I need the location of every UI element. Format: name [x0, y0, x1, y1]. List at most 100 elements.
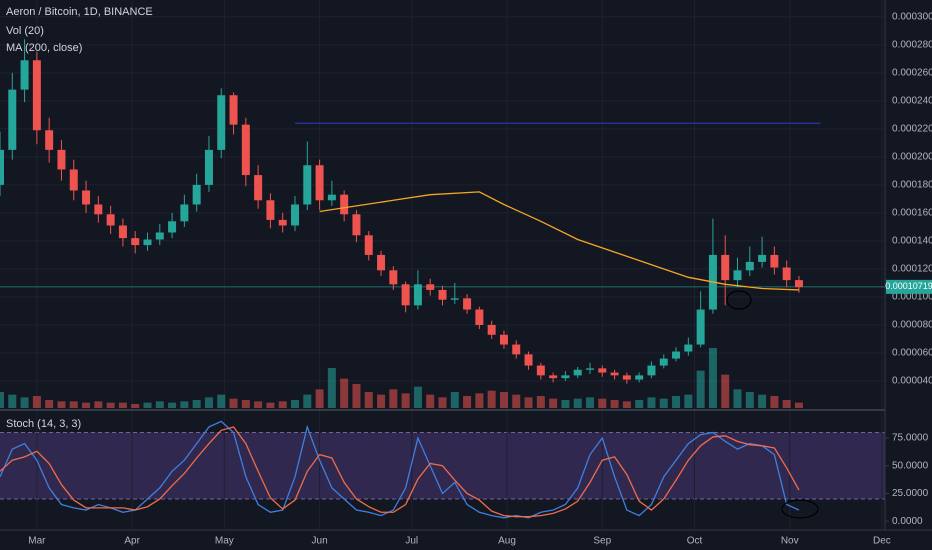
y-tick-label: 0.00004000 — [892, 376, 932, 387]
candle-body — [266, 200, 275, 220]
volume-bar — [708, 348, 717, 408]
candle-body — [782, 267, 791, 281]
candle-body — [106, 214, 115, 226]
volume-bar — [168, 402, 177, 408]
candle-body — [155, 232, 164, 240]
candle-body — [549, 375, 558, 379]
candle-body — [770, 254, 779, 268]
candle-body — [598, 368, 607, 373]
x-tick-label: Sep — [593, 536, 611, 547]
candle-body — [303, 165, 312, 205]
y-tick-label: 0.00006000 — [892, 348, 932, 359]
volume-bar — [57, 401, 66, 408]
candle-body — [721, 254, 730, 281]
volume-bar — [401, 393, 410, 408]
candle-body — [499, 334, 508, 345]
volume-bar — [229, 398, 238, 408]
candle-body — [696, 309, 705, 345]
y-tick-label: 0.00028000 — [892, 39, 932, 50]
volume-bar — [684, 394, 693, 408]
candle-body — [0, 149, 4, 185]
volume-bar — [106, 402, 115, 408]
candle-body — [217, 95, 226, 150]
candle-body — [475, 309, 484, 325]
volume-bar — [315, 389, 324, 408]
candle-body — [672, 351, 681, 359]
volume-bar — [647, 397, 656, 408]
candle-body — [622, 375, 631, 380]
candle-body — [8, 89, 17, 150]
volume-bar — [192, 400, 201, 408]
candle-body — [32, 60, 41, 131]
candle-body — [241, 124, 250, 176]
y-tick-label: 0.00018000 — [892, 180, 932, 191]
volume-bar — [413, 386, 422, 408]
volume-bar — [463, 396, 472, 408]
candle-body — [364, 235, 373, 255]
volume-bar — [32, 396, 41, 408]
volume-bar — [438, 397, 447, 408]
y-tick-label: 50.0000 — [892, 460, 929, 471]
candle-body — [512, 344, 521, 355]
candle-body — [131, 238, 140, 246]
volume-bar — [352, 384, 361, 408]
volume-bar — [94, 401, 103, 408]
volume-bar — [758, 394, 767, 408]
volume-bar — [524, 397, 533, 408]
volume-bar — [8, 394, 17, 408]
volume-bar — [782, 400, 791, 408]
volume-bar — [303, 394, 312, 408]
candle-body — [635, 375, 644, 380]
volume-bar — [598, 398, 607, 408]
candle-body — [413, 284, 422, 306]
stoch-line — [0, 420, 800, 519]
drawing-ellipse — [781, 499, 819, 519]
volume-bar — [426, 394, 435, 408]
candle-body — [180, 204, 189, 222]
drawing-ellipse — [726, 290, 752, 310]
candle-body — [327, 194, 336, 201]
last-price-box — [886, 279, 932, 294]
candle-body — [69, 169, 78, 191]
x-tick-label: Mar — [28, 536, 46, 547]
volume-bar — [450, 392, 459, 408]
candle-body — [463, 298, 472, 310]
candle-body — [340, 194, 349, 215]
volume-bar — [20, 397, 29, 408]
volume-bar — [266, 402, 275, 408]
volume-bar — [131, 404, 140, 408]
indicator-label: MA (200, close) — [6, 42, 82, 54]
candle-body — [524, 354, 533, 366]
volume-bar — [377, 394, 386, 408]
candle-body — [426, 284, 435, 290]
x-tick-label: Apr — [124, 536, 140, 547]
candle-body — [57, 149, 66, 170]
candle-body — [536, 365, 545, 376]
y-tick-label: 0.00016000 — [892, 208, 932, 219]
plot-layer — [0, 0, 885, 530]
candle-body — [168, 221, 177, 233]
volume-bar — [549, 398, 558, 408]
candle-body — [487, 324, 496, 335]
volume-bar — [721, 374, 730, 408]
volume-bar — [327, 368, 336, 408]
candle-body — [610, 372, 619, 376]
ma-line — [319, 191, 799, 291]
candle-body — [745, 261, 754, 271]
last-price-label: 0.00010719 — [885, 281, 932, 291]
volume-bar — [69, 401, 78, 408]
candle-body — [352, 214, 361, 236]
x-tick-label: Oct — [687, 536, 703, 547]
stoch-line — [0, 426, 800, 518]
x-tick-label: May — [215, 536, 234, 547]
candle-body — [192, 184, 201, 205]
volume-bar — [672, 396, 681, 408]
y-tick-label: 0.00020000 — [892, 152, 932, 163]
volume-bar — [0, 392, 4, 408]
volume-bar — [241, 400, 250, 408]
candle-body — [254, 175, 263, 201]
volume-bar — [180, 401, 189, 408]
volume-bar — [745, 392, 754, 408]
volume-bar — [622, 401, 631, 408]
